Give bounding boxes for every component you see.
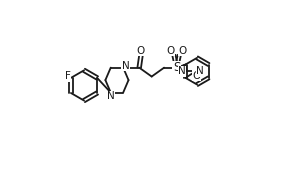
- Text: N: N: [196, 66, 204, 76]
- Text: N: N: [178, 66, 186, 76]
- Text: O: O: [193, 71, 201, 81]
- Text: O: O: [179, 46, 187, 56]
- Text: O: O: [166, 46, 175, 56]
- Text: S: S: [173, 61, 180, 74]
- Text: F: F: [65, 71, 71, 81]
- Text: N: N: [122, 61, 130, 71]
- Text: N: N: [107, 91, 115, 101]
- Text: O: O: [137, 46, 145, 56]
